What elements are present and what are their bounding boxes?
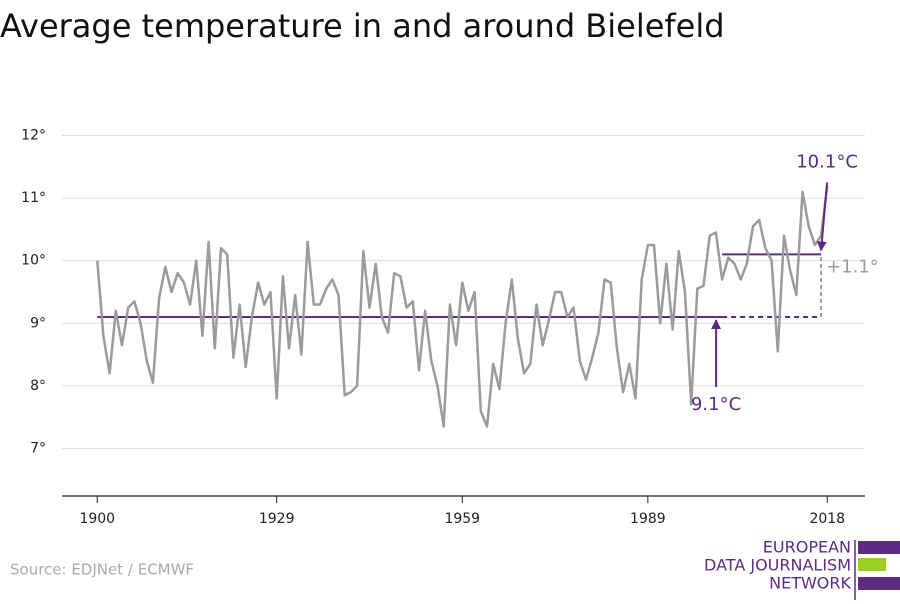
chart-title: Average temperature in and around Bielef… [0,7,725,45]
arrow [816,182,829,252]
y-tick-label: 12° [21,128,46,144]
temperature-line [96,185,829,428]
annotation-label: 9.1°C [691,394,741,415]
y-tick-label: 8° [30,378,46,394]
y-tick-label: 9° [30,315,46,331]
x-tick-label: 2018 [809,511,845,527]
source: Source: EDJNet / ECMWF [10,561,194,579]
y-tick-label: 11° [21,190,46,206]
logo-text: DATA JOURNALISM [704,556,851,575]
y-tick-label: 10° [21,253,46,269]
x-tick-label: 1929 [259,511,295,527]
logo: EUROPEAN DATA JOURNALISM NETWORK [704,538,900,600]
x-tick-label: 1989 [630,511,666,527]
logo-bar [858,577,900,590]
annotation-label: 10.1°C [796,151,858,172]
logo-text: EUROPEAN [763,538,851,557]
x-tick-label: 1959 [444,511,480,527]
logo-bar [858,558,886,571]
difference-label: +1.1° [826,257,879,278]
logo-text: NETWORK [769,574,851,593]
y-tick-label: 7° [30,440,46,456]
x-tick-label: 1900 [79,511,115,527]
logo-bar [858,541,900,554]
